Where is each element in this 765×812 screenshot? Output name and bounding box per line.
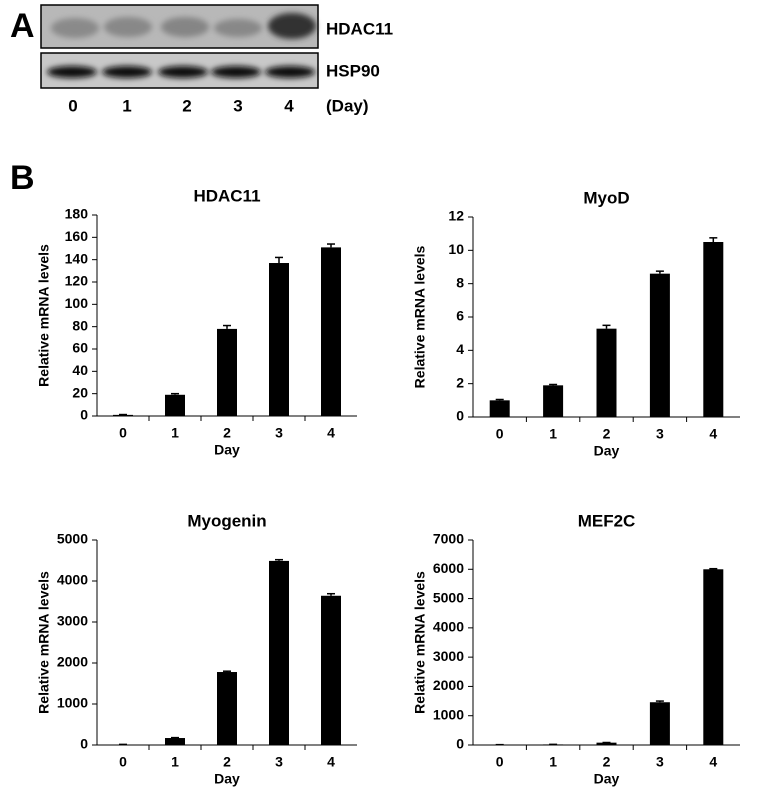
- chart-title: MEF2C: [578, 511, 636, 530]
- bar: [321, 596, 341, 745]
- x-tick-label: 3: [275, 754, 283, 770]
- y-tick-label: 3000: [57, 613, 88, 629]
- x-tick-label: 3: [275, 425, 283, 441]
- x-tick-label: 2: [223, 425, 231, 441]
- bar: [543, 385, 563, 417]
- lane-label: 3: [233, 96, 242, 115]
- y-tick-label: 1000: [57, 695, 88, 711]
- bar: [597, 329, 617, 417]
- y-tick-label: 100: [65, 295, 89, 311]
- y-tick-label: 8: [456, 274, 464, 290]
- x-tick-label: 4: [709, 754, 717, 770]
- y-tick-label: 2: [456, 374, 464, 390]
- x-axis-label: Day: [594, 771, 620, 787]
- y-tick-label: 6: [456, 308, 464, 324]
- y-axis-label: Relative mRNA levels: [412, 245, 428, 388]
- chart-title: MyoD: [583, 188, 629, 207]
- blot-label: HSP90: [326, 61, 380, 80]
- x-tick-label: 0: [496, 754, 504, 770]
- bar: [703, 242, 723, 417]
- x-axis-label: Day: [594, 443, 620, 459]
- chart: Myogenin Relative mRNA levels Day 0 1000 2000…: [36, 511, 357, 786]
- x-tick-label: 4: [709, 426, 717, 442]
- y-tick-label: 60: [72, 340, 88, 356]
- y-tick-label: 4000: [433, 619, 464, 635]
- x-tick-label: 0: [119, 754, 127, 770]
- y-axis-label: Relative mRNA levels: [412, 571, 428, 714]
- y-tick-label: 10: [448, 241, 464, 257]
- y-tick-label: 4000: [57, 572, 88, 588]
- x-tick-label: 4: [327, 754, 335, 770]
- bar: [165, 738, 185, 745]
- blot-label: HDAC11: [326, 19, 393, 38]
- bar: [269, 561, 289, 745]
- lane-label: 4: [284, 96, 294, 115]
- y-tick-label: 0: [80, 736, 88, 752]
- bar: [650, 274, 670, 417]
- lane-label: 1: [122, 96, 131, 115]
- y-tick-label: 12: [448, 208, 464, 224]
- y-tick-label: 0: [456, 736, 464, 752]
- x-tick-label: 3: [656, 426, 664, 442]
- chart: MEF2C Relative mRNA levels Day 0 1000 2000 300…: [412, 511, 740, 786]
- y-tick-label: 1000: [433, 706, 464, 722]
- panel-label: B: [10, 159, 35, 197]
- x-axis-label: Day: [214, 771, 240, 787]
- chart-title: Myogenin: [187, 511, 266, 530]
- lane-unit: (Day): [326, 96, 369, 115]
- bar: [217, 672, 237, 745]
- y-tick-label: 120: [65, 273, 89, 289]
- y-tick-label: 0: [456, 408, 464, 424]
- y-tick-label: 5000: [57, 531, 88, 547]
- bar: [217, 329, 237, 416]
- y-tick-label: 5000: [433, 589, 464, 605]
- y-tick-label: 140: [65, 250, 89, 266]
- x-tick-label: 1: [171, 425, 179, 441]
- chart-title: HDAC11: [193, 186, 260, 205]
- y-tick-label: 2000: [57, 654, 88, 670]
- y-tick-label: 0: [80, 407, 88, 423]
- y-axis-label: Relative mRNA levels: [36, 571, 52, 714]
- y-tick-label: 4: [456, 341, 464, 357]
- y-tick-label: 160: [65, 228, 89, 244]
- x-tick-label: 1: [549, 426, 557, 442]
- y-tick-label: 20: [72, 384, 88, 400]
- panel-label: A: [10, 7, 35, 45]
- y-axis-label: Relative mRNA levels: [36, 244, 52, 387]
- y-tick-label: 80: [72, 317, 88, 333]
- bar: [490, 400, 510, 417]
- y-tick-label: 6000: [433, 560, 464, 576]
- x-tick-label: 1: [171, 754, 179, 770]
- x-tick-label: 0: [119, 425, 127, 441]
- blot: HDAC11 HSP90 0 1 2 3 4 (Day): [41, 5, 393, 115]
- lane-label: 0: [68, 96, 77, 115]
- y-tick-label: 180: [65, 206, 89, 222]
- bar: [165, 395, 185, 416]
- x-tick-label: 4: [327, 425, 335, 441]
- x-tick-label: 0: [496, 426, 504, 442]
- y-tick-label: 7000: [433, 531, 464, 547]
- lane-label: 2: [182, 96, 191, 115]
- bar: [269, 263, 289, 416]
- bar: [703, 569, 723, 745]
- x-tick-label: 3: [656, 754, 664, 770]
- x-tick-label: 2: [223, 754, 231, 770]
- y-tick-label: 2000: [433, 677, 464, 693]
- y-tick-label: 40: [72, 362, 88, 378]
- bar: [321, 247, 341, 416]
- x-tick-label: 2: [603, 426, 611, 442]
- y-tick-label: 3000: [433, 648, 464, 664]
- x-tick-label: 1: [549, 754, 557, 770]
- x-tick-label: 2: [603, 754, 611, 770]
- x-axis-label: Day: [214, 442, 240, 458]
- bar: [650, 702, 670, 745]
